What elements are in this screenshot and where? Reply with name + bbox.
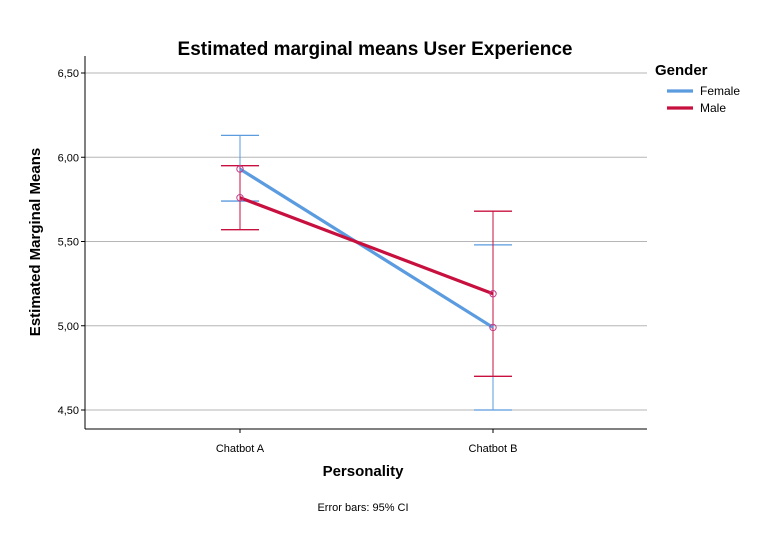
x-tick-label: Chatbot B (469, 443, 518, 455)
data-point (236, 165, 244, 173)
legend-label: Male (700, 101, 726, 115)
data-points (236, 165, 497, 332)
legend: Gender Female Male (655, 62, 740, 115)
y-tick-label: 5,50 (58, 237, 79, 249)
legend-label: Female (700, 84, 740, 98)
footnote: Error bars: 95% CI (317, 502, 408, 514)
x-tick-label: Chatbot A (216, 443, 265, 455)
data-point (489, 323, 497, 332)
series-line (239, 167, 494, 329)
error-bars (221, 134, 512, 411)
y-tick-label: 5,00 (58, 321, 79, 333)
y-axis-title: Estimated Marginal Means (27, 148, 44, 336)
x-axis-title: Personality (323, 463, 405, 480)
axes (81, 56, 647, 433)
series-line (239, 196, 494, 296)
y-tick-label: 6,50 (58, 68, 79, 80)
data-point (236, 193, 244, 202)
series-lines (239, 167, 494, 329)
chart-title: Estimated marginal means User Experience (178, 39, 573, 60)
y-tick-label: 6,00 (58, 152, 79, 164)
x-tick-labels: Chatbot A Chatbot B (216, 443, 518, 455)
legend-title: Gender (655, 62, 708, 79)
y-tick-labels: 4,50 5,00 5,50 6,00 6,50 (58, 68, 79, 417)
data-point (489, 290, 497, 298)
gridlines (85, 72, 647, 411)
y-tick-label: 4,50 (58, 405, 79, 417)
